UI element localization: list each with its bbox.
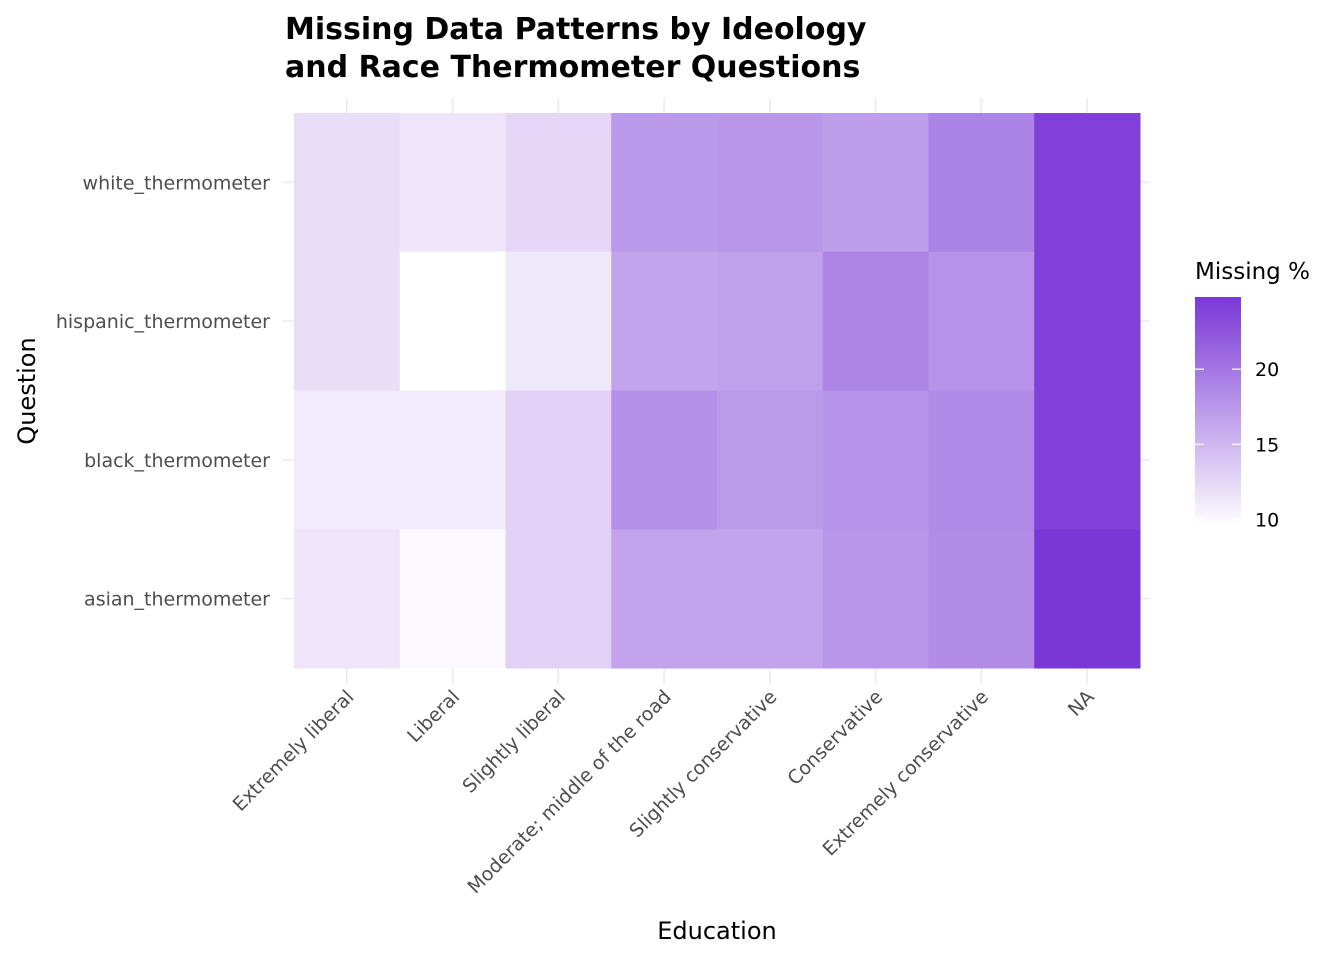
x-tick-label-3: Moderate; middle of the road <box>464 686 676 898</box>
heatmap-cell-white_thermometer-3 <box>611 113 718 253</box>
heatmap-cell-hispanic_thermometer-2 <box>505 251 612 391</box>
y-tick-label-asian_thermometer: asian_thermometer <box>84 589 270 611</box>
heatmap-cell-asian_thermometer-3 <box>611 529 718 669</box>
y-tick-label-white_thermometer: white_thermometer <box>83 172 271 194</box>
legend-title: Missing % <box>1195 259 1310 285</box>
x-tick-label-0: Extremely liberal <box>229 686 359 816</box>
y-tick-label-hispanic_thermometer: hispanic_thermometer <box>56 311 270 333</box>
y-axis-tick-labels: white_thermometer hispanic_thermometerbla… <box>56 172 270 610</box>
heatmap-cell-black_thermometer-3 <box>611 390 718 530</box>
x-axis-title: Education <box>657 917 776 945</box>
heatmap-cell-black_thermometer-4 <box>717 390 824 530</box>
heatmap-cell-black_thermometer-5 <box>822 390 929 530</box>
heatmap-cells <box>294 113 1141 669</box>
heatmap-cell-asian_thermometer-0 <box>294 529 401 669</box>
heatmap-cell-white_thermometer-2 <box>505 113 612 253</box>
x-tick-label-2: Slightly liberal <box>458 686 570 798</box>
heatmap-cell-white_thermometer-6 <box>928 113 1035 253</box>
heatmap-cell-hispanic_thermometer-1 <box>399 251 506 391</box>
heatmap-cell-asian_thermometer-7 <box>1034 529 1141 669</box>
heatmap-cell-white_thermometer-1 <box>399 113 506 253</box>
y-tick-label-black_thermometer: black_thermometer <box>84 450 270 472</box>
x-tick-label-7: NA <box>1064 686 1099 721</box>
heatmap-cell-asian_thermometer-5 <box>822 529 929 669</box>
legend-ticks: 10 15 20 <box>1195 359 1279 531</box>
heatmap-cell-hispanic_thermometer-0 <box>294 251 401 391</box>
heatmap-cell-asian_thermometer-2 <box>505 529 612 669</box>
heatmap-cell-white_thermometer-7 <box>1034 113 1141 253</box>
legend-colorbar <box>1195 297 1241 527</box>
color-legend: Missing % 10 15 20 <box>1195 259 1310 531</box>
chart-title-line-1: Missing Data Patterns by Ideology <box>285 12 867 47</box>
heatmap-cell-hispanic_thermometer-5 <box>822 251 929 391</box>
x-tick-label-1: Liberal <box>403 686 464 747</box>
legend-tick-label-20: 20 <box>1255 359 1279 381</box>
heatmap-cell-asian_thermometer-1 <box>399 529 506 669</box>
chart-title-line-2: and Race Thermometer Questions <box>285 50 860 85</box>
heatmap-cell-black_thermometer-7 <box>1034 390 1141 530</box>
legend-tick-label-15: 15 <box>1255 434 1279 456</box>
y-axis-title: Question <box>13 337 41 444</box>
heatmap-cell-hispanic_thermometer-7 <box>1034 251 1141 391</box>
heatmap-cell-white_thermometer-4 <box>717 113 824 253</box>
heatmap-cell-asian_thermometer-4 <box>717 529 824 669</box>
heatmap-cell-black_thermometer-6 <box>928 390 1035 530</box>
heatmap-cell-white_thermometer-5 <box>822 113 929 253</box>
heatmap-cell-asian_thermometer-6 <box>928 529 1035 669</box>
heatmap-cell-white_thermometer-0 <box>294 113 401 253</box>
legend-tick-label-10: 10 <box>1255 509 1279 531</box>
heatmap-cell-black_thermometer-1 <box>399 390 506 530</box>
x-tick-label-5: Conservative <box>783 686 887 790</box>
heatmap-cell-hispanic_thermometer-3 <box>611 251 718 391</box>
heatmap-cell-black_thermometer-2 <box>505 390 612 530</box>
heatmap-cell-hispanic_thermometer-4 <box>717 251 824 391</box>
heatmap-cell-black_thermometer-0 <box>294 390 401 530</box>
heatmap-cell-hispanic_thermometer-6 <box>928 251 1035 391</box>
